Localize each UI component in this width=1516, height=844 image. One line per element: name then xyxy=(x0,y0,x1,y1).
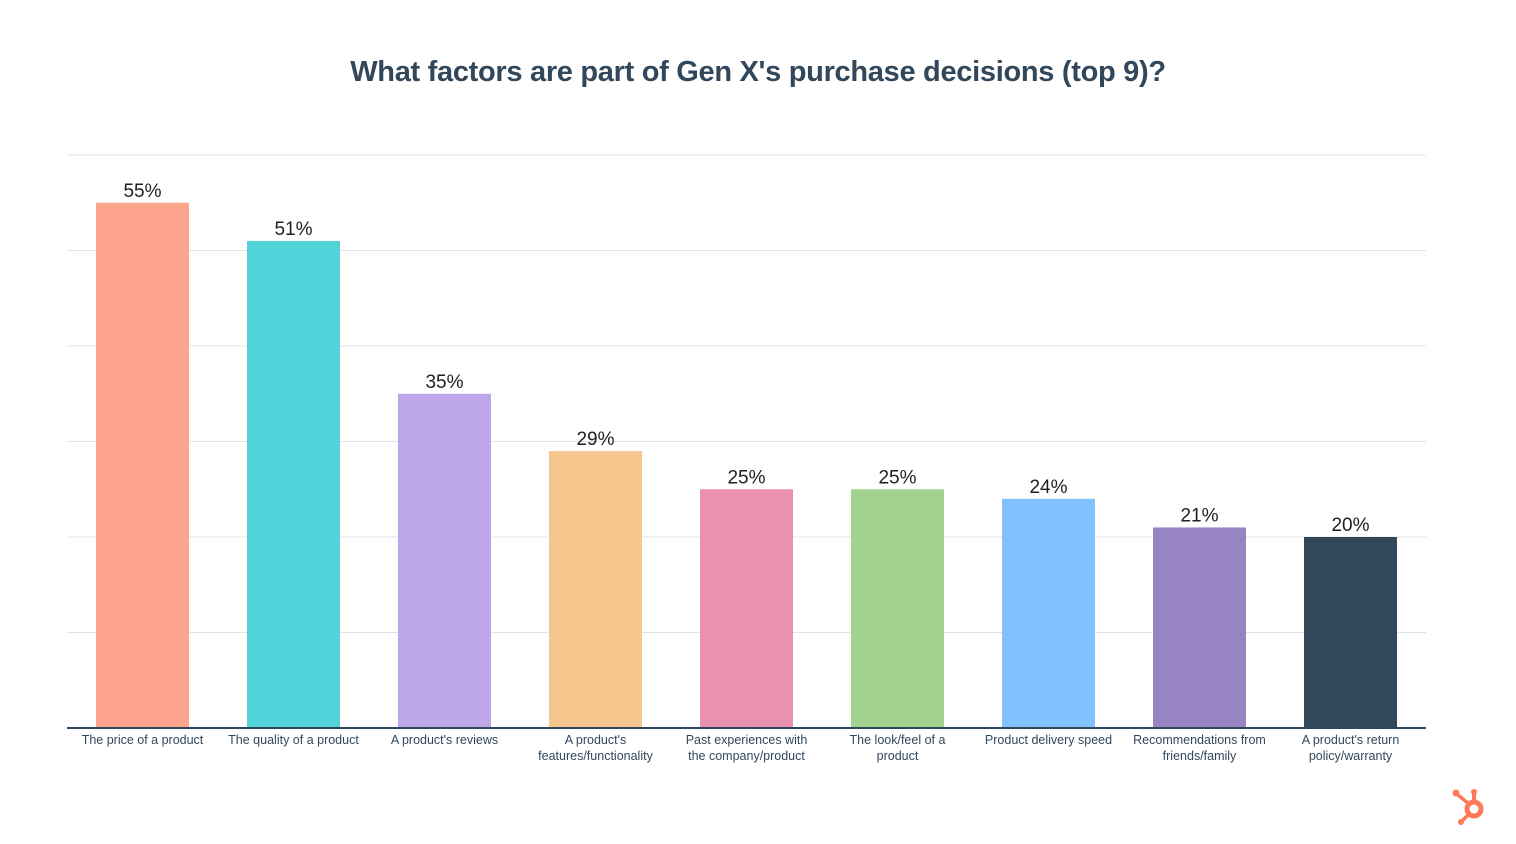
bar xyxy=(700,489,793,728)
tick-label: The look/feel of a product xyxy=(850,733,946,763)
bar xyxy=(851,489,944,728)
tick-label: A product's features/functionality xyxy=(538,733,653,763)
tick-label: Recommendations from friends/family xyxy=(1133,733,1266,763)
data-label: 29% xyxy=(576,429,614,450)
bars xyxy=(96,202,1397,728)
data-label: 51% xyxy=(274,219,312,240)
tick-label: A product's reviews xyxy=(391,733,498,747)
data-label: 24% xyxy=(1029,477,1067,498)
data-label: 25% xyxy=(878,467,916,488)
data-label: 25% xyxy=(727,467,765,488)
value-labels: 55% 51% 35% 29% 25% 25% 24% 21% 20% xyxy=(123,181,1369,536)
bar xyxy=(1153,527,1246,728)
data-label: 21% xyxy=(1180,505,1218,526)
tick-label: Product delivery speed xyxy=(985,733,1112,747)
bar xyxy=(247,240,340,728)
hubspot-sprocket-icon xyxy=(1452,789,1484,825)
data-label: 55% xyxy=(123,181,161,202)
bar xyxy=(1002,498,1095,728)
bar xyxy=(96,202,189,728)
tick-label: The price of a product xyxy=(82,733,204,747)
category-labels: The price of a product The quality of a p… xyxy=(82,733,1400,763)
tick-label: Past experiences with the company/product xyxy=(686,733,808,763)
chart-title: What factors are part of Gen X's purchas… xyxy=(350,56,1166,88)
data-label: 20% xyxy=(1331,515,1369,536)
bar xyxy=(549,451,642,728)
data-label: 35% xyxy=(425,372,463,393)
tick-label: A product's return policy/warranty xyxy=(1302,733,1400,763)
tick-label: The quality of a product xyxy=(228,733,359,747)
bar xyxy=(1304,537,1397,728)
bar xyxy=(398,393,491,728)
